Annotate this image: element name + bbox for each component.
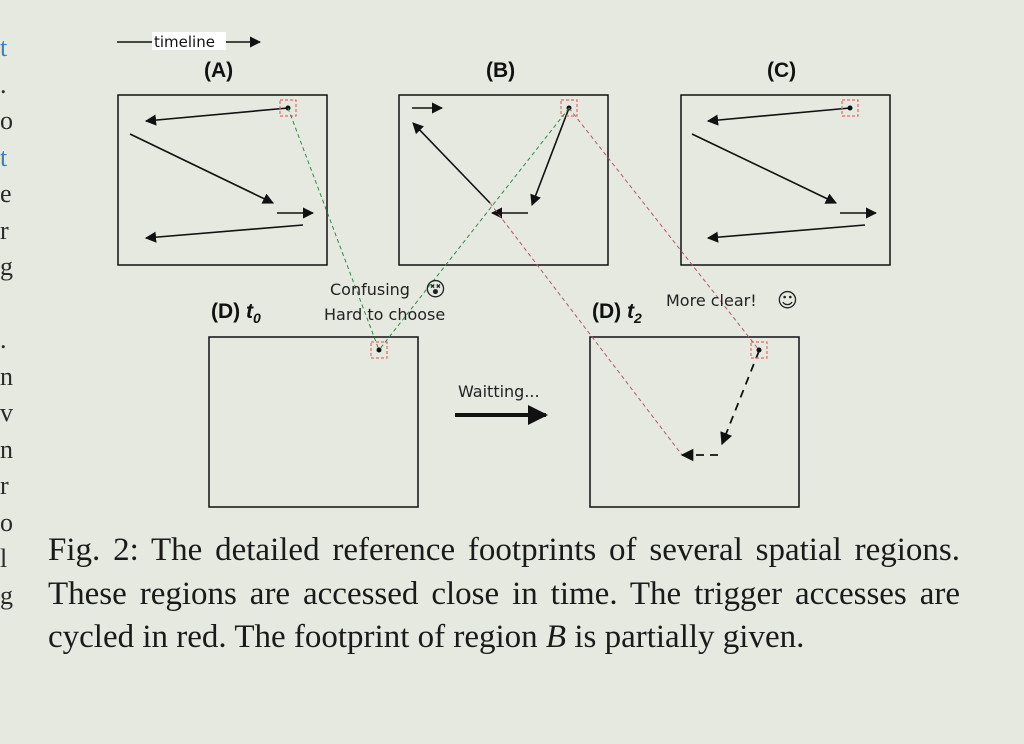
panel-label-a: (A) (204, 59, 233, 82)
margin-fragment: . (0, 325, 7, 354)
caption-prefix: Fig. 2: The detailed reference footprint… (48, 532, 960, 655)
caption-suffix: is partially given. (566, 619, 805, 655)
panel-label-b: (B) (486, 59, 515, 82)
margin-fragment: n (0, 361, 13, 391)
margin-fragment: l (0, 544, 8, 573)
margin-fragment: o (0, 507, 13, 537)
more-clear-note: More clear! (666, 291, 757, 310)
margin-fragment: n (0, 434, 13, 464)
margin-fragment: t (0, 33, 8, 62)
caption-emphasis: B (545, 619, 567, 655)
smile-face-icon: ☺ (777, 288, 798, 312)
margin-fragment: t (0, 142, 8, 172)
panel-label-d-t2: (D) t2 (592, 300, 642, 326)
region-box-a (117, 94, 328, 266)
trigger-marker-d-t0 (370, 341, 388, 359)
margin-fragment: g (0, 580, 13, 610)
region-box-b (398, 94, 609, 266)
panel-label-c: (C) (767, 59, 796, 82)
margin-fragment: r (0, 471, 9, 500)
confused-face-icon: 😵 (425, 277, 446, 301)
region-box-d-t2 (589, 336, 800, 508)
green-connector-lines (287, 107, 570, 351)
trigger-marker-d-t2 (750, 341, 768, 359)
confusing-note: Confusing (330, 280, 410, 299)
footprint-figure: timeline (A) (B) (C) (D) t0 (D) t2 (117, 32, 891, 508)
timeline-label: timeline (154, 33, 215, 51)
region-box-c (680, 94, 891, 266)
margin-fragment: o (0, 106, 13, 135)
margin-fragment: v (0, 398, 13, 427)
footprint-a (129, 107, 315, 243)
margin-fragment: e (0, 179, 12, 208)
margin-fragment: r (0, 215, 9, 245)
region-box-d-t0 (208, 336, 419, 508)
footprint-d-t2 (680, 350, 760, 462)
footprint-c (691, 107, 878, 243)
footprint-b (412, 102, 570, 219)
margin-fragment: . (0, 69, 7, 99)
timeline-arrow: timeline (117, 32, 262, 51)
figure-caption: Fig. 2: The detailed reference footprint… (48, 529, 960, 660)
waiting-label: Waitting... (458, 382, 540, 401)
trigger-marker-c (841, 99, 859, 117)
hard-to-choose-note: Hard to choose (324, 305, 445, 324)
margin-fragment: g (0, 252, 13, 281)
red-connector-lines (489, 107, 760, 456)
panel-label-d-t0: (D) t0 (211, 300, 261, 326)
